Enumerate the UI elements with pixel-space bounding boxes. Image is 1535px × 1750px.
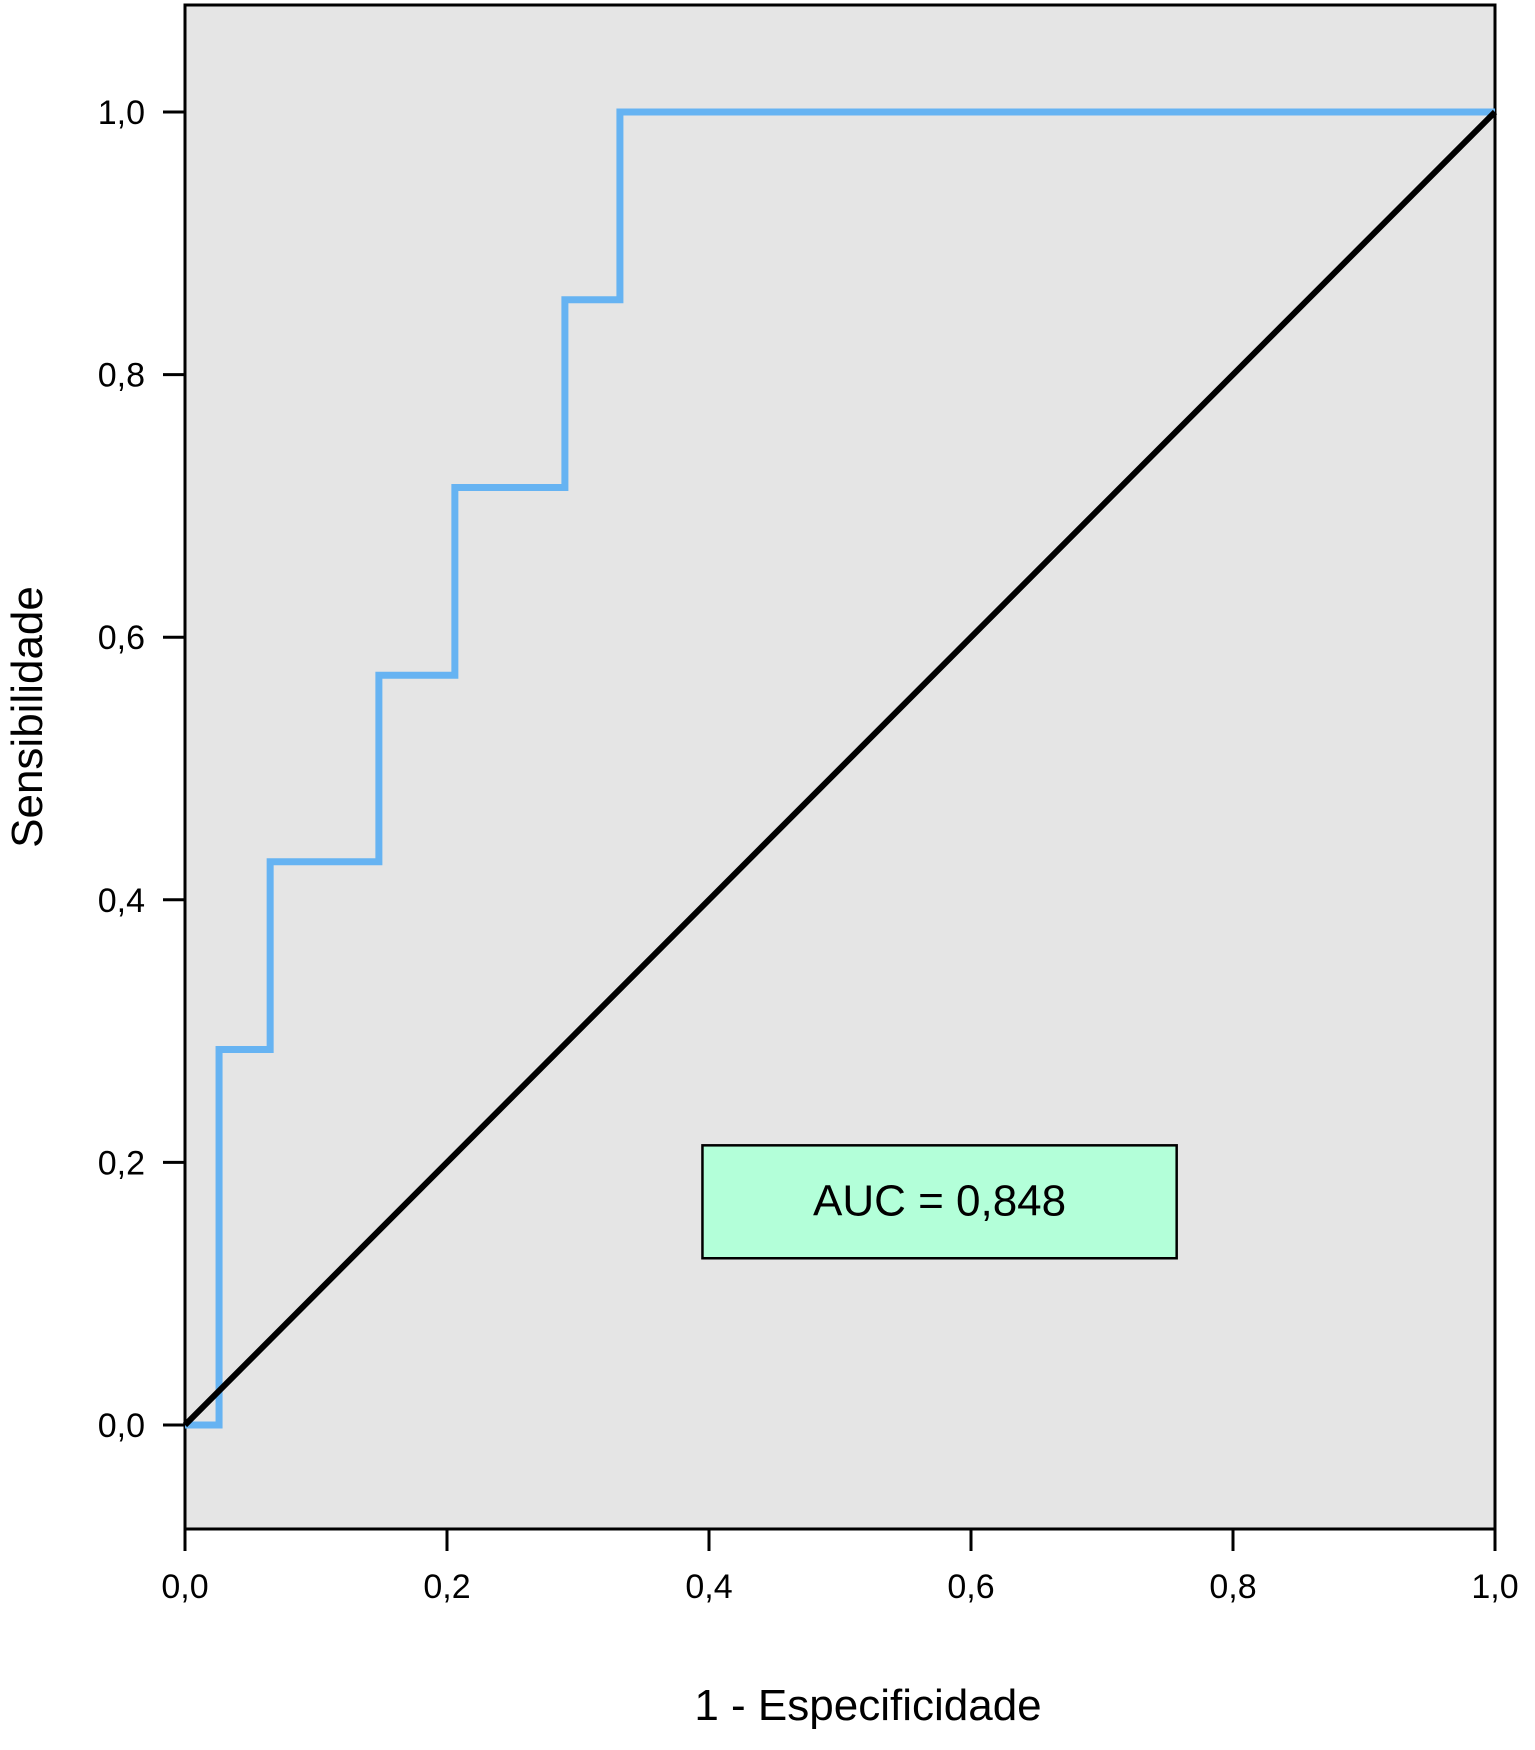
x-tick-label: 0,2 [423, 1568, 470, 1606]
series-layer [182, 108, 1498, 1429]
x-axis-title: 1 - Especificidade [694, 1681, 1041, 1730]
x-axis: 0,0 0,2 0,4 0,6 0,8 1,0 [161, 1529, 1519, 1606]
y-axis-title: Sensibilidade [3, 586, 52, 848]
y-tick-label: 0,0 [98, 1407, 145, 1445]
auc-annotation-text: AUC = 0,848 [813, 1176, 1066, 1225]
y-tick-label: 1,0 [98, 94, 145, 132]
x-tick-label: 0,8 [1209, 1568, 1256, 1606]
y-axis: 0,0 0,2 0,4 0,6 0,8 1,0 [98, 94, 185, 1445]
y-tick-label: 0,8 [98, 357, 145, 395]
auc-annotation-box [701, 1144, 1178, 1260]
x-tick-label: 1,0 [1471, 1568, 1518, 1606]
reference-diagonal-line [182, 109, 1498, 1428]
annotation-layer: AUC = 0,848 [701, 1144, 1178, 1260]
roc-curve-line [185, 108, 1495, 1429]
y-tick-label: 0,6 [98, 619, 145, 657]
x-tick-label: 0,4 [685, 1568, 732, 1606]
y-tick-label: 0,2 [98, 1144, 145, 1182]
x-tick-label: 0,6 [947, 1568, 994, 1606]
x-tick-label: 0,0 [161, 1568, 208, 1606]
y-tick-label: 0,4 [98, 882, 145, 920]
